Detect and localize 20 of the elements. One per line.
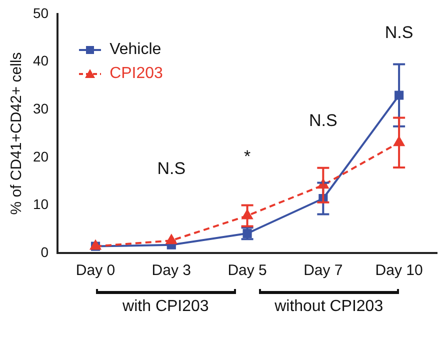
y-axis-title: % of CD41+CD42+ cells [8,52,26,215]
annotation: N.S [157,159,186,178]
text: without CPI203 [274,298,384,316]
x-tick-label: Day 10 [375,262,423,280]
text: with CPI203 [122,298,210,316]
x-tick-label: Day 3 [152,262,191,280]
y-tick-label: 50 [32,4,49,21]
annotation: N.S [309,111,338,130]
annotation: N.S [384,22,414,42]
y-tick-label: 20 [32,148,49,164]
annotation: * [244,147,251,166]
x-tick-label: Day 5 [228,262,267,280]
legend-label: Vehicle [110,41,162,59]
x-tick-label: Day 7 [304,262,343,280]
y-tick-label: 40 [32,52,49,69]
x-tick-label: Day 0 [76,262,116,280]
legend-label: CPI203 [110,65,163,83]
y-tick-label: 0 [40,244,49,260]
y-tick-label: 10 [32,196,49,212]
y-tick-label: 30 [32,100,49,116]
